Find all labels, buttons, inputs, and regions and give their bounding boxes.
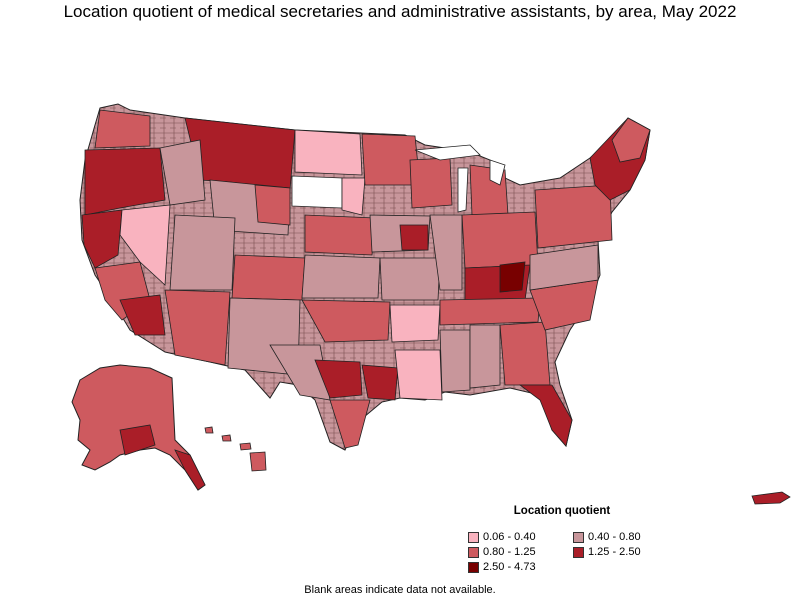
region-california-north: [81, 209, 123, 269]
region-texas-central: [314, 359, 363, 399]
legend-item: 2.50 - 4.73: [468, 560, 536, 574]
hawaii: [204, 426, 267, 472]
great-lakes: [414, 144, 506, 213]
puerto-rico: [751, 491, 791, 505]
region-oklahoma: [301, 299, 391, 343]
map-title: Location quotient of medical secretaries…: [63, 2, 737, 21]
legend-item: 1.25 - 2.50: [573, 545, 641, 559]
region-north-dakota: [294, 129, 363, 176]
region-alabama: [469, 324, 501, 389]
legend-label: 0.40 - 0.80: [588, 531, 641, 543]
alaska-south: [119, 424, 156, 456]
legend-item: 0.80 - 1.25: [468, 545, 536, 559]
legend-swatch: [573, 546, 584, 558]
region-kansas: [301, 254, 381, 299]
legend-swatch: [468, 561, 479, 573]
legend-title: Location quotient: [513, 505, 611, 517]
map-regions: [81, 109, 651, 449]
legend-swatch: [573, 531, 584, 543]
legend-item: 0.06 - 0.40: [468, 530, 536, 544]
footnote: Blank areas indicate data not available.: [304, 584, 496, 596]
lake-huron: [489, 159, 506, 186]
hawaii-maui: [239, 442, 252, 451]
region-california-south: [119, 294, 166, 336]
region-maine: [611, 117, 651, 163]
region-texas-south: [329, 399, 371, 449]
legend-swatch: [468, 531, 479, 543]
map-legend: Location quotient 0.06 - 0.40 0.80 - 1.25…: [468, 505, 708, 580]
lake-superior: [414, 144, 481, 161]
region-dakota-no-data: [291, 175, 343, 209]
region-wisconsin: [409, 157, 453, 209]
legend-label: 2.50 - 4.73: [483, 561, 536, 573]
region-wyoming-east: [254, 184, 291, 226]
region-florida: [518, 384, 573, 447]
lake-michigan: [457, 167, 469, 213]
region-pennsylvania-ny: [534, 184, 613, 249]
region-colorado: [231, 254, 306, 301]
region-washington-coast: [94, 109, 151, 149]
legend-item: 0.40 - 0.80: [573, 530, 641, 544]
region-arizona: [164, 289, 231, 366]
legend-label: 1.25 - 2.50: [588, 546, 641, 558]
hawaii-kauai: [204, 426, 214, 434]
region-missouri: [379, 257, 441, 301]
region-oregon-washington: [84, 147, 166, 216]
region-idaho: [159, 139, 206, 206]
region-tennessee: [439, 297, 541, 326]
legend-items: 0.06 - 0.40 0.80 - 1.25 2.50 - 4.73 0.40 - …: [468, 530, 708, 580]
hawaii-big-island: [249, 451, 267, 472]
region-arkansas: [389, 304, 441, 343]
legend-label: 0.80 - 1.25: [483, 546, 536, 558]
region-utah: [169, 214, 236, 291]
region-mississippi: [439, 329, 471, 393]
region-nevada: [119, 204, 171, 286]
region-kentucky-east: [499, 261, 526, 293]
alaska-panhandle: [174, 449, 206, 491]
region-iowa-east: [399, 224, 429, 251]
legend-label: 0.06 - 0.40: [483, 531, 536, 543]
region-nebraska: [304, 214, 376, 256]
region-illinois: [429, 214, 463, 291]
hawaii-oahu: [221, 434, 232, 442]
region-louisiana: [394, 349, 443, 401]
legend-swatch: [468, 546, 479, 558]
region-georgia: [499, 321, 551, 386]
region-indiana-ohio: [461, 211, 539, 269]
region-south-dakota: [341, 177, 366, 216]
region-virginia: [529, 244, 599, 291]
region-texas-east: [361, 364, 399, 401]
